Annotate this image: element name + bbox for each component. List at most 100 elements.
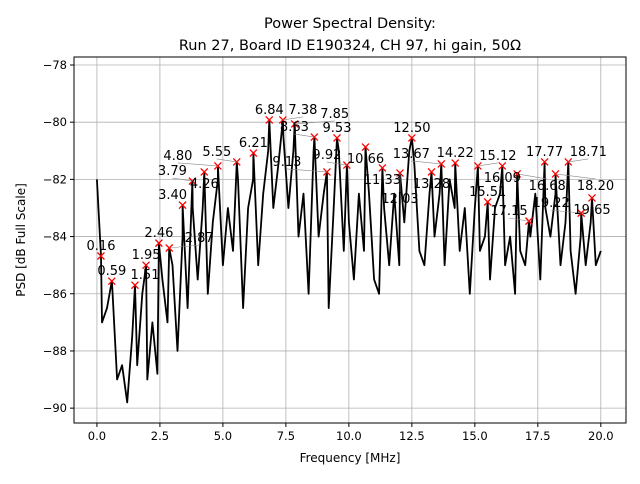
peak-marker-stroke <box>588 194 596 202</box>
peak-label-leader <box>568 158 589 163</box>
peak-marker <box>588 194 596 202</box>
peak-label-leader <box>508 217 530 222</box>
peak-marker-stroke <box>333 133 341 142</box>
peak-label: 19.65 <box>573 203 610 218</box>
peak-marker-stroke <box>407 133 416 142</box>
peak-marker <box>378 163 387 172</box>
peak-marker <box>200 167 209 176</box>
peak-label-leader <box>411 160 442 165</box>
peak-labels: 6.84 7.38 7.85 8.63 9.53 12.50 10.66 6.21 5.55 17… <box>87 103 615 283</box>
peak-marker-stroke <box>498 161 507 170</box>
peak-label: 9.53 <box>323 121 352 136</box>
y-axis-ticks: −90 −88 −86 −84 −82 −80 −78 <box>43 58 74 415</box>
y-tick-label: −88 <box>43 344 67 358</box>
peak-marker-stroke <box>154 239 163 248</box>
peak-label: 11.33 <box>364 173 401 188</box>
peak-label-leader <box>172 177 193 182</box>
peak-marker <box>451 159 460 168</box>
y-tick-label: −80 <box>43 115 67 129</box>
peak-label: 3.40 <box>158 188 187 203</box>
peak-marker <box>131 281 139 290</box>
peak-marker-stroke <box>540 157 549 166</box>
x-tick-label: 10.0 <box>336 429 362 443</box>
peak-marker-stroke <box>427 167 436 176</box>
x-tick-label: 2.5 <box>151 429 169 443</box>
peak-label: 3.79 <box>158 164 187 179</box>
x-tick-label: 17.5 <box>525 429 551 443</box>
peak-label: 16.09 <box>484 171 521 186</box>
peak-marker <box>427 167 436 176</box>
peak-marker-stroke <box>178 201 187 210</box>
x-tick-label: 7.5 <box>277 429 295 443</box>
peak-marker <box>107 277 116 286</box>
peak-marker-stroke <box>131 281 139 290</box>
peak-marker <box>333 133 341 142</box>
peak-marker-stroke <box>96 252 105 260</box>
peak-label: 17.15 <box>490 204 527 219</box>
peak-label-leader <box>294 120 335 125</box>
x-tick-label: 5.0 <box>214 429 232 443</box>
peak-label: 9.92 <box>312 148 341 163</box>
peak-marker-stroke <box>200 167 209 176</box>
peak-marker-stroke <box>265 115 274 124</box>
peak-marker <box>361 143 370 152</box>
peak-label: 13.67 <box>393 147 430 162</box>
y-tick-label: −90 <box>43 401 67 415</box>
peak-label: 18.71 <box>570 145 607 160</box>
peak-label: 1.51 <box>131 268 160 283</box>
peak-label: 6.84 <box>255 103 284 118</box>
peak-label: 15.12 <box>479 149 516 164</box>
y-tick-label: −82 <box>43 172 67 186</box>
peak-label: 7.38 <box>288 103 317 118</box>
peak-label-leader <box>326 161 347 166</box>
peak-label: 9.13 <box>272 155 301 170</box>
x-tick-label: 12.5 <box>399 429 425 443</box>
peak-label: 13.28 <box>413 177 450 192</box>
peak-marker-stroke <box>451 159 460 168</box>
peak-label-leader <box>177 162 218 167</box>
peak-marker <box>249 149 258 158</box>
x-tick-label: 15.0 <box>462 429 488 443</box>
peak-marker-stroke <box>249 149 258 158</box>
peak-label: 2.46 <box>144 226 173 241</box>
peak-marker <box>407 133 416 142</box>
peak-label: 10.66 <box>347 152 384 167</box>
chart-title-line1: Power Spectral Density: <box>264 16 436 32</box>
peak-marker-stroke <box>361 143 370 152</box>
y-tick-label: −78 <box>43 58 67 72</box>
peak-marker <box>483 198 492 206</box>
peak-label: 4.80 <box>163 149 192 164</box>
peak-label: 12.03 <box>381 192 418 207</box>
chart-title-line2: Run 27, Board ID E190324, CH 97, hi gain… <box>179 38 521 54</box>
x-tick-label: 0.0 <box>88 429 106 443</box>
peak-label: 1.95 <box>132 248 161 263</box>
peak-label-leader <box>169 244 200 249</box>
peak-label: 7.85 <box>320 107 349 122</box>
peak-marker-stroke <box>378 163 387 172</box>
peak-marker <box>178 201 187 210</box>
peak-label-leader <box>286 168 327 173</box>
peak-label: 5.55 <box>202 145 231 160</box>
y-tick-label: −84 <box>43 230 67 244</box>
peak-label-leader <box>294 133 315 138</box>
peak-label: 17.77 <box>526 145 563 160</box>
peak-marker <box>498 161 507 170</box>
x-tick-label: 20.0 <box>588 429 614 443</box>
peak-label-leader <box>517 173 548 180</box>
peak-label-leader <box>216 158 237 163</box>
peak-label: 0.59 <box>97 264 126 279</box>
peak-marker <box>265 115 274 124</box>
y-tick-label: −86 <box>43 287 67 301</box>
peak-marker <box>142 261 151 270</box>
peak-marker <box>154 239 163 248</box>
peak-marker-stroke <box>107 277 116 286</box>
peak-label: 19.22 <box>533 196 570 211</box>
peak-label: 15.51 <box>469 185 506 200</box>
peak-label: 8.63 <box>280 120 309 135</box>
peak-label-leader <box>551 209 582 214</box>
peak-label: 2.87 <box>185 231 214 246</box>
peak-label: 4.26 <box>190 177 219 192</box>
peak-label: 0.16 <box>87 239 116 254</box>
peak-marker <box>540 157 549 166</box>
